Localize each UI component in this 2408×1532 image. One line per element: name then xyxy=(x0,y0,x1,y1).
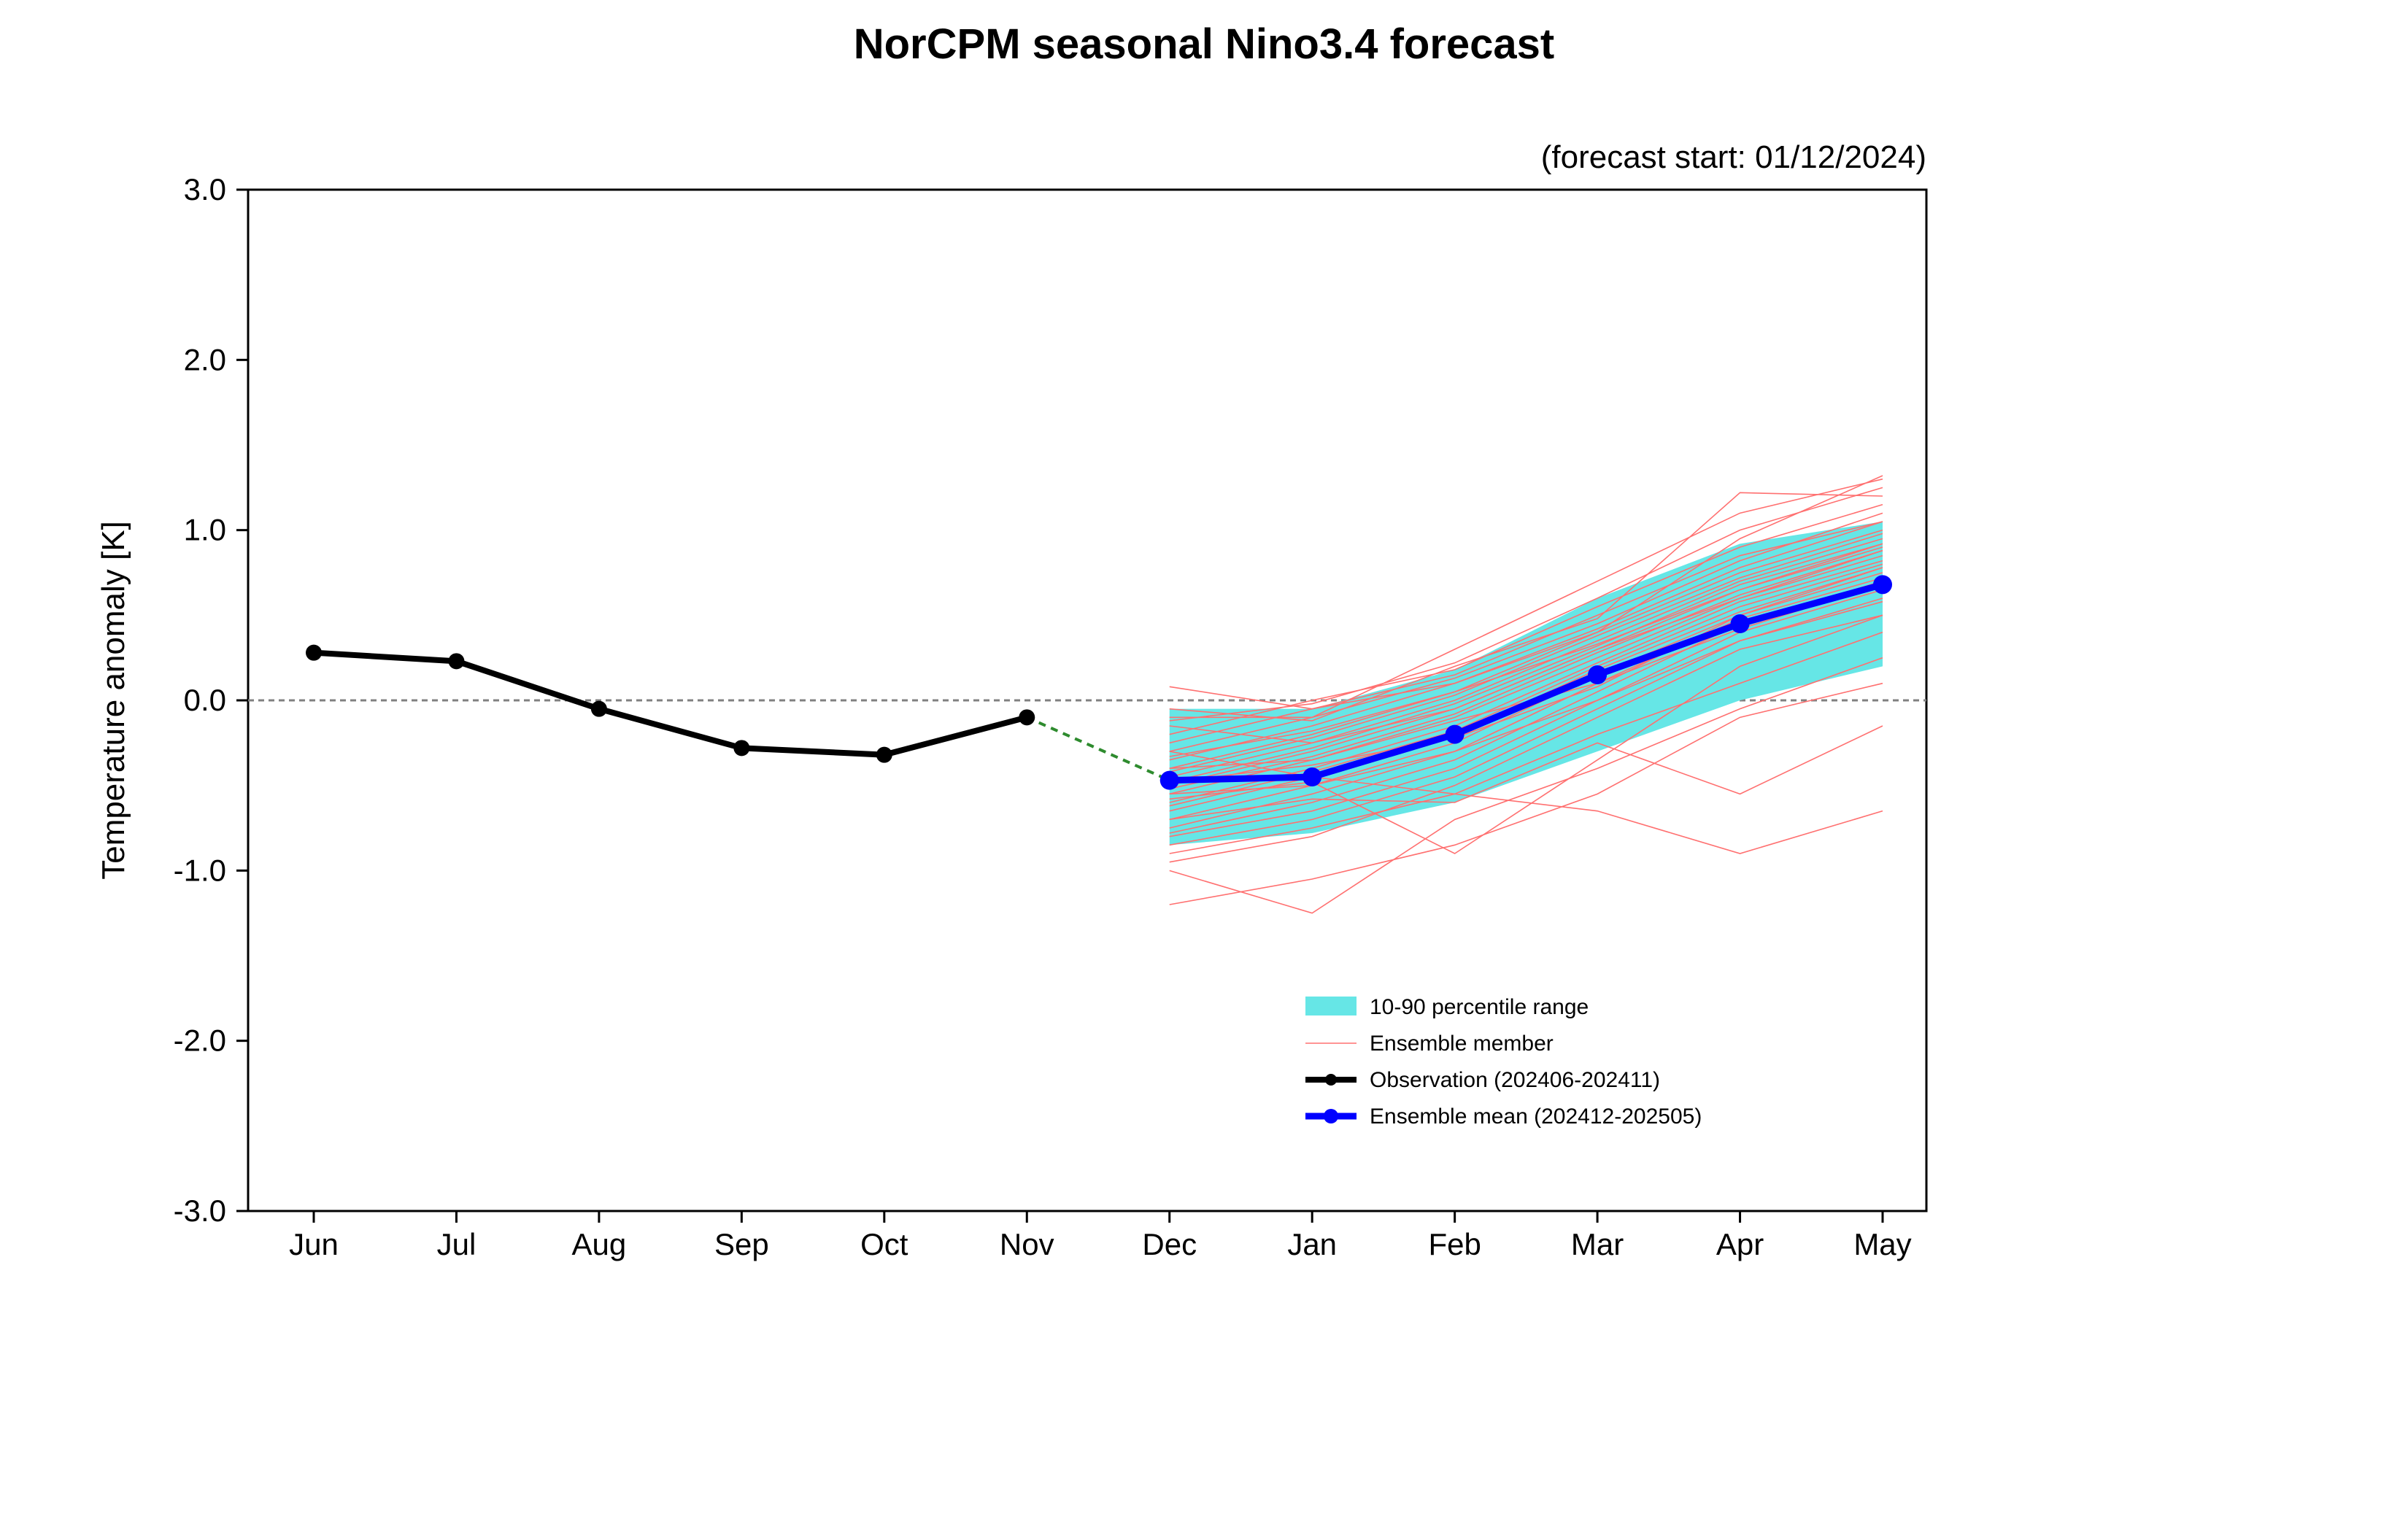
observation-marker xyxy=(448,653,464,669)
ensemble-mean-marker xyxy=(1588,665,1607,684)
observation-marker xyxy=(591,701,607,717)
x-tick-label: Aug xyxy=(572,1227,627,1261)
legend-label: 10-90 percentile range xyxy=(1370,995,1589,1019)
x-tick-label: Mar xyxy=(1571,1227,1624,1261)
chart-title: NorCPM seasonal Nino3.4 forecast xyxy=(854,20,1555,68)
observation-marker xyxy=(306,645,322,661)
x-tick-label: May xyxy=(1853,1227,1911,1261)
ensemble-mean-marker xyxy=(1160,771,1179,790)
x-tick-label: Apr xyxy=(1716,1227,1764,1261)
x-tick-label: Oct xyxy=(860,1227,908,1261)
y-tick-label: -1.0 xyxy=(174,853,226,887)
legend-label: Ensemble mean (202412-202505) xyxy=(1370,1104,1702,1129)
legend-swatch-marker xyxy=(1324,1109,1338,1123)
observation-marker xyxy=(733,740,749,756)
x-tick-label: Jun xyxy=(289,1227,339,1261)
ensemble-mean-marker xyxy=(1446,725,1465,744)
x-tick-label: Jul xyxy=(437,1227,476,1261)
chart-container: NorCPM seasonal Nino3.4 forecast (forecas… xyxy=(0,0,2408,1532)
legend-swatch-marker xyxy=(1325,1074,1337,1086)
legend-label: Observation (202406-202411) xyxy=(1370,1068,1660,1092)
x-tick-label: Dec xyxy=(1142,1227,1197,1261)
y-tick-label: 1.0 xyxy=(184,513,226,547)
y-tick-label: -2.0 xyxy=(174,1024,226,1058)
x-tick-label: Sep xyxy=(714,1227,769,1261)
y-tick-label: 3.0 xyxy=(184,172,226,206)
observation-line xyxy=(314,653,1027,755)
ensemble-mean-marker xyxy=(1873,575,1892,594)
y-tick-label: 2.0 xyxy=(184,342,226,376)
y-tick-label: -3.0 xyxy=(174,1194,226,1228)
x-tick-label: Nov xyxy=(1000,1227,1054,1261)
connector-line xyxy=(1027,717,1169,780)
observation-marker xyxy=(1019,709,1035,725)
y-axis-label: Temperature anomaly [K] xyxy=(96,521,131,880)
legend-label: Ensemble member xyxy=(1370,1032,1554,1056)
legend-swatch xyxy=(1305,997,1357,1015)
x-tick-label: Feb xyxy=(1428,1227,1481,1261)
observation-marker xyxy=(876,747,892,763)
x-tick-label: Jan xyxy=(1287,1227,1337,1261)
ensemble-mean-marker xyxy=(1731,614,1750,633)
ensemble-mean-marker xyxy=(1303,767,1321,786)
chart-subtitle: (forecast start: 01/12/2024) xyxy=(1541,139,1926,175)
forecast-chart: NorCPM seasonal Nino3.4 forecast (forecas… xyxy=(0,0,2408,1532)
y-tick-label: 0.0 xyxy=(184,683,226,717)
